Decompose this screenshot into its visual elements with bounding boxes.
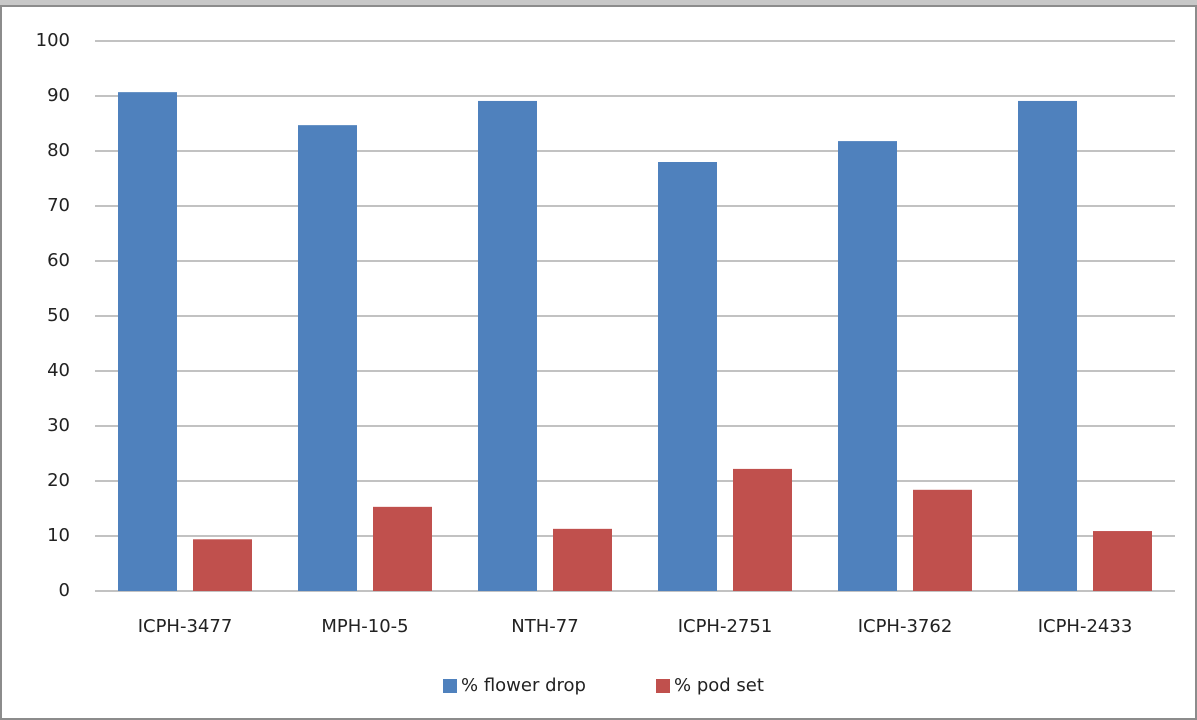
y-tick-label: 60 [47, 250, 70, 271]
chart-frame [0, 5, 1197, 720]
x-tick-label: ICPH-3762 [858, 616, 953, 637]
y-tick-label: 90 [47, 85, 70, 106]
bar [298, 125, 357, 592]
bar [1093, 531, 1152, 591]
bar [1018, 100, 1077, 591]
legend-swatch [656, 679, 670, 693]
bar [658, 162, 717, 591]
bar [838, 141, 897, 591]
bar [733, 468, 792, 591]
y-tick-label: 30 [47, 415, 70, 436]
y-tick-label: 100 [36, 30, 70, 51]
x-tick-label: ICPH-2751 [678, 616, 773, 637]
bar [553, 528, 612, 591]
y-tick-label: 50 [47, 305, 70, 326]
x-tick-label: NTH-77 [511, 616, 578, 637]
y-tick-label: 0 [59, 580, 70, 601]
bar [373, 506, 432, 591]
y-tick-label: 70 [47, 195, 70, 216]
y-tick-label: 10 [47, 525, 70, 546]
bar [913, 489, 972, 591]
legend-label: % flower drop [461, 675, 586, 696]
y-tick-label: 80 [47, 140, 70, 161]
x-tick-label: ICPH-2433 [1038, 616, 1133, 637]
bar [118, 92, 177, 592]
legend-swatch [443, 679, 457, 693]
y-tick-label: 40 [47, 360, 70, 381]
bar [193, 539, 252, 591]
bar [478, 100, 537, 591]
top-strip [0, 0, 1197, 6]
x-tick-label: MPH-10-5 [321, 616, 408, 637]
y-tick-label: 20 [47, 470, 70, 491]
legend-label: % pod set [674, 675, 764, 696]
x-tick-label: ICPH-3477 [138, 616, 233, 637]
